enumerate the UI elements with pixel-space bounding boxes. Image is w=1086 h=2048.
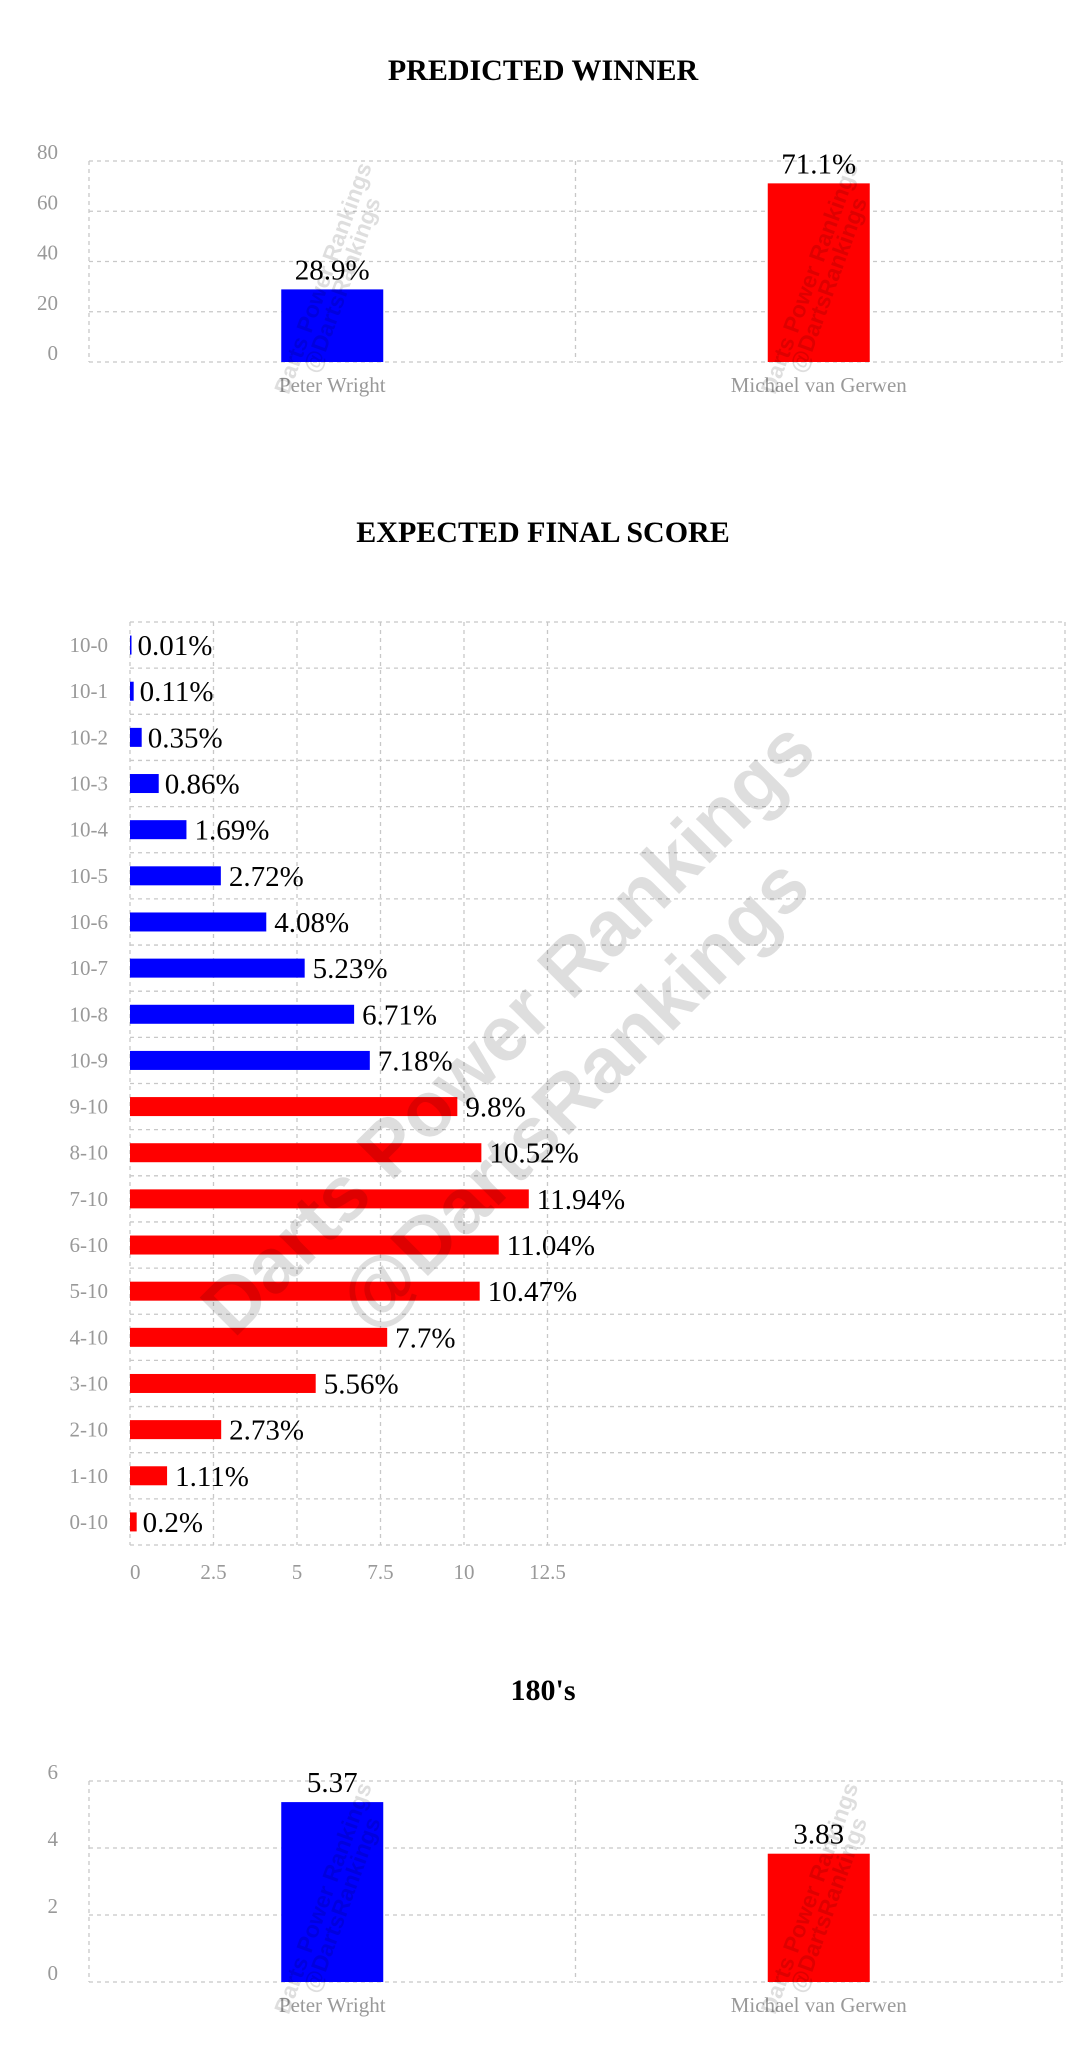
data-label: 28.9%: [295, 254, 370, 286]
y-category-label: 10-6: [70, 910, 109, 934]
data-label: 11.04%: [507, 1230, 595, 1262]
y-category-label: 10-4: [70, 818, 109, 842]
data-label: 0.01%: [138, 630, 213, 662]
y-tick-label: 80: [37, 140, 58, 164]
data-label: 9.8%: [465, 1092, 525, 1124]
bar: [130, 1235, 499, 1255]
data-label: 71.1%: [781, 148, 856, 180]
data-label: 5.56%: [324, 1368, 399, 1400]
y-category-label: 7-10: [70, 1187, 109, 1211]
x-tick-label: 2.5: [200, 1560, 226, 1584]
bar: [130, 681, 134, 701]
x-tick-label: 7.5: [367, 1560, 393, 1584]
y-category-label: 10-2: [70, 725, 109, 749]
bar: [130, 635, 132, 655]
x-tick-label: 10: [454, 1560, 475, 1584]
x-category-label: Michael van Gerwen: [731, 373, 908, 397]
bar: [130, 912, 267, 932]
data-label: 11.94%: [537, 1184, 625, 1216]
data-label: 0.11%: [140, 676, 214, 708]
bar: [767, 183, 870, 362]
y-tick-label: 0: [48, 1961, 59, 1985]
data-label: 1.11%: [175, 1461, 249, 1493]
bar: [130, 1004, 355, 1024]
y-category-label: 4-10: [70, 1325, 109, 1349]
x-category-label: Peter Wright: [279, 373, 386, 397]
y-category-label: 10-9: [70, 1048, 109, 1072]
x-tick-label: 12.5: [529, 1560, 566, 1584]
bar: [130, 1373, 316, 1393]
bar: [130, 1420, 222, 1440]
bar: [130, 866, 221, 886]
bar: [130, 1189, 529, 1209]
y-tick-label: 60: [37, 190, 58, 214]
bar: [130, 1050, 370, 1070]
bar: [130, 958, 305, 978]
x-category-label: Michael van Gerwen: [731, 1993, 908, 2017]
data-label: 5.23%: [313, 953, 388, 985]
y-tick-label: 6: [48, 1760, 59, 1784]
y-tick-label: 20: [37, 291, 58, 315]
watermark: Darts Power Rankings@DartsRankings: [269, 159, 386, 397]
data-label: 5.37: [307, 1767, 358, 1799]
bar: [130, 1281, 480, 1301]
y-category-label: 9-10: [70, 1095, 109, 1119]
data-label: 0.2%: [143, 1507, 203, 1539]
data-label: 10.47%: [488, 1276, 577, 1308]
bar: [767, 1853, 870, 1982]
bar: [130, 820, 187, 840]
y-tick-label: 40: [37, 241, 58, 265]
y-category-label: 1-10: [70, 1464, 109, 1488]
y-category-label: 2-10: [70, 1418, 109, 1442]
bar: [130, 727, 142, 747]
data-label: 0.35%: [148, 722, 223, 754]
y-category-label: 10-3: [70, 772, 109, 796]
bar: [130, 1327, 388, 1347]
bar: [130, 1097, 458, 1117]
data-label: 1.69%: [194, 815, 269, 847]
bar: [281, 289, 384, 362]
chart-title: 180's: [510, 1674, 575, 1707]
x-category-label: Peter Wright: [279, 1993, 386, 2017]
data-label: 10.52%: [489, 1138, 578, 1170]
expected-final-score-chart: EXPECTED FINAL SCORE 0 2.5 5 7.5 10 12.5 10-0 0.…: [70, 516, 1066, 1584]
y-tick-label: 0: [48, 341, 59, 365]
x-tick-label: 0: [130, 1560, 141, 1584]
bar: [130, 1466, 168, 1486]
data-label: 4.08%: [274, 907, 349, 939]
y-category-label: 0-10: [70, 1510, 109, 1534]
y-category-label: 10-7: [70, 956, 109, 980]
y-category-label: 10-8: [70, 1002, 109, 1026]
data-label: 7.7%: [395, 1322, 455, 1354]
y-category-label: 6-10: [70, 1233, 109, 1257]
x-tick-label: 5: [292, 1560, 303, 1584]
data-label: 6.71%: [362, 999, 437, 1031]
data-label: 2.73%: [229, 1415, 304, 1447]
data-label: 7.18%: [378, 1045, 453, 1077]
y-category-label: 10-1: [70, 679, 109, 703]
bar: [281, 1802, 384, 1982]
y-category-label: 10-5: [70, 864, 109, 888]
chart-title: PREDICTED WINNER: [388, 54, 699, 87]
bar: [130, 774, 159, 794]
predicted-winner-chart: PREDICTED WINNER 0 20 40 60 80 28.9% Peter Wrig…: [37, 54, 1063, 397]
y-category-label: 5-10: [70, 1279, 109, 1303]
y-category-label: 8-10: [70, 1141, 109, 1165]
y-category-label: 3-10: [70, 1371, 109, 1395]
bar: [130, 1512, 137, 1532]
data-label: 0.86%: [165, 769, 240, 801]
y-tick-label: 2: [48, 1894, 59, 1918]
data-label: 2.72%: [229, 861, 304, 893]
y-category-label: 10-0: [70, 633, 109, 657]
data-label: 3.83: [793, 1819, 844, 1851]
bar: [130, 1143, 482, 1163]
y-tick-label: 4: [48, 1827, 59, 1851]
chart-title: EXPECTED FINAL SCORE: [356, 516, 729, 549]
